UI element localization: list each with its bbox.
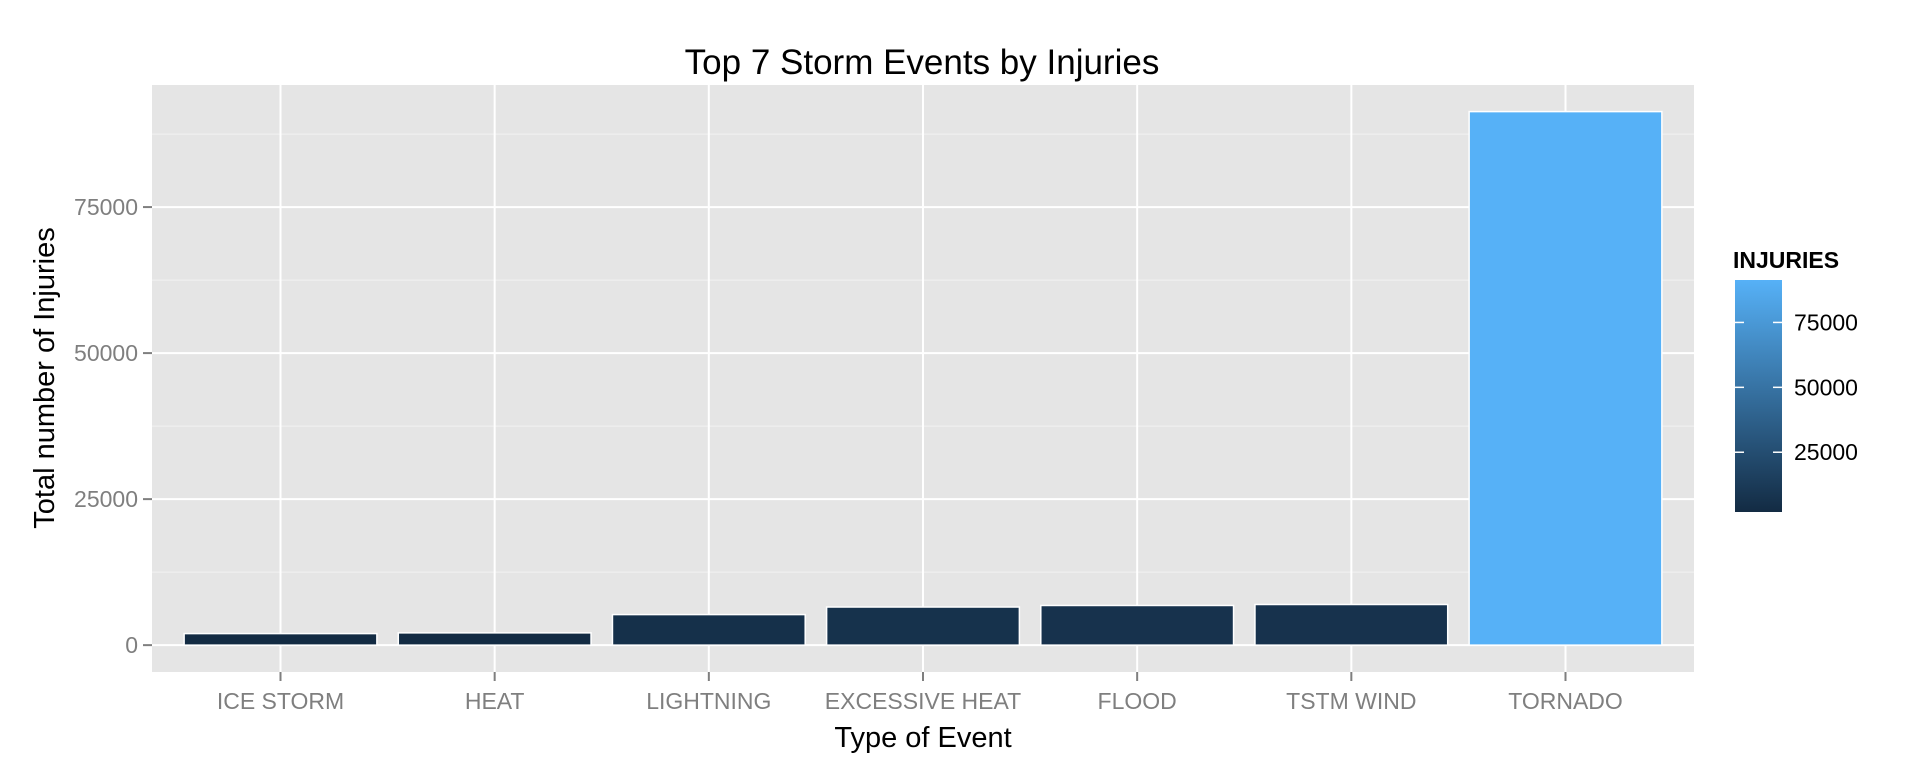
y-tick-label: 0 <box>125 632 138 658</box>
bar-ice-storm <box>183 632 378 646</box>
y-tick-label: 25000 <box>74 486 138 512</box>
y-axis: 0 25000 50000 75000 <box>74 194 152 658</box>
x-tick-label: HEAT <box>465 688 525 714</box>
x-axis: ICE STORM HEAT LIGHTNING EXCESSIVE HEAT FLOO… <box>217 672 1623 714</box>
chart-title: Top 7 Storm Events by Injuries <box>685 43 1160 82</box>
x-tick-label: EXCESSIVE HEAT <box>825 688 1021 714</box>
bar-tstm-wind <box>1254 603 1449 646</box>
legend-tick-label: 75000 <box>1794 309 1858 335</box>
bar-heat <box>397 632 592 646</box>
color-legend: INJURIES 25000 50000 75000 <box>1733 247 1858 512</box>
y-axis-label: Total number of Injuries <box>29 227 61 528</box>
bar-lightning <box>611 613 806 646</box>
legend-title: INJURIES <box>1733 247 1839 273</box>
bar-flood <box>1040 604 1235 646</box>
bar-excessive-heat <box>825 606 1021 646</box>
x-tick-label: TORNADO <box>1508 688 1623 714</box>
bar-tornado <box>1468 110 1663 646</box>
x-tick-label: FLOOD <box>1098 688 1177 714</box>
legend-ticks: 25000 50000 75000 <box>1735 309 1858 465</box>
legend-tick-label: 25000 <box>1794 439 1858 465</box>
x-tick-label: ICE STORM <box>217 688 344 714</box>
legend-colorbar <box>1735 280 1782 512</box>
y-tick-label: 75000 <box>74 194 138 220</box>
x-axis-label: Type of Event <box>834 722 1011 754</box>
legend-tick-label: 50000 <box>1794 374 1858 400</box>
bars-group <box>183 110 1663 646</box>
x-tick-label: LIGHTNING <box>646 688 771 714</box>
x-tick-label: TSTM WIND <box>1286 688 1416 714</box>
y-tick-label: 50000 <box>74 340 138 366</box>
